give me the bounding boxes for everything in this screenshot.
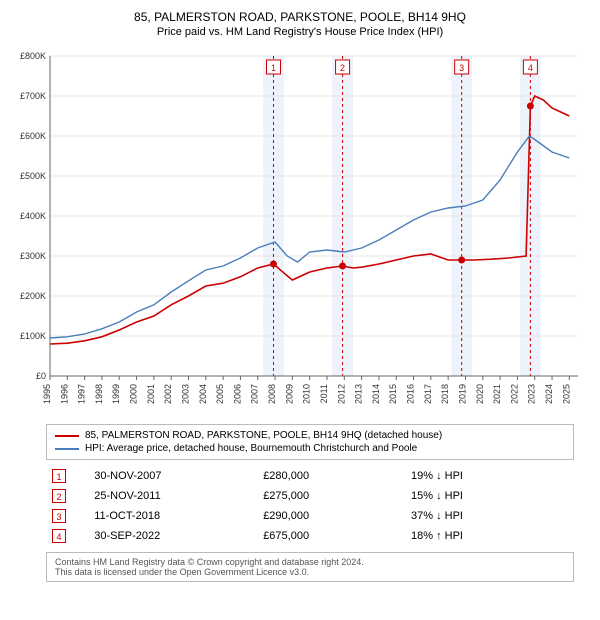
events-table: 1 30-NOV-2007£280,00019% ↓ HPI 2 25-NOV-201…: [46, 466, 574, 546]
price-chart: £0 £100K £200K £300K £400K £500K £600K £700K £80…: [8, 46, 592, 416]
page-subtitle: Price paid vs. HM Land Registry's House …: [8, 26, 592, 38]
y-tick-label: £600K: [20, 131, 46, 141]
x-tick-label: 2006: [232, 384, 242, 404]
x-tick-label: 2024: [544, 384, 554, 404]
footnote-line-1: Contains HM Land Registry data © Crown c…: [55, 557, 565, 567]
footnote-line-2: This data is licensed under the Open Gov…: [55, 567, 565, 577]
x-tick-label: 2009: [284, 384, 294, 404]
event-price: £275,000: [257, 486, 405, 506]
x-tick-label: 2012: [336, 384, 346, 404]
y-tick-label: £0: [36, 371, 46, 381]
x-tick-label: 2013: [354, 384, 364, 404]
event-marker-number: 2: [340, 63, 345, 73]
series-marker: [270, 261, 277, 268]
event-row: 4 30-SEP-2022£675,00018% ↑ HPI: [46, 526, 574, 546]
event-delta: 19% ↓ HPI: [405, 466, 574, 486]
y-tick-label: £100K: [20, 331, 46, 341]
x-tick-label: 2020: [475, 384, 485, 404]
x-tick-label: 2018: [440, 384, 450, 404]
x-tick-label: 2017: [423, 384, 433, 404]
event-marker: 4: [52, 529, 66, 543]
x-tick-label: 2007: [250, 384, 260, 404]
event-delta: 37% ↓ HPI: [405, 506, 574, 526]
x-tick-label: 1998: [94, 384, 104, 404]
event-date: 11-OCT-2018: [88, 506, 257, 526]
legend-label: 85, PALMERSTON ROAD, PARKSTONE, POOLE, B…: [85, 430, 442, 441]
event-marker-number: 4: [528, 63, 533, 73]
event-row: 2 25-NOV-2011£275,00015% ↓ HPI: [46, 486, 574, 506]
event-date: 25-NOV-2011: [88, 486, 257, 506]
event-row: 3 11-OCT-2018£290,00037% ↓ HPI: [46, 506, 574, 526]
event-marker: 1: [52, 469, 66, 483]
legend-row: HPI: Average price, detached house, Bour…: [55, 442, 565, 455]
x-tick-label: 2019: [457, 384, 467, 404]
x-tick-label: 2016: [406, 384, 416, 404]
event-marker-number: 3: [459, 63, 464, 73]
legend: 85, PALMERSTON ROAD, PARKSTONE, POOLE, B…: [46, 424, 574, 460]
legend-row: 85, PALMERSTON ROAD, PARKSTONE, POOLE, B…: [55, 429, 565, 442]
event-marker-number: 1: [271, 63, 276, 73]
event-price: £290,000: [257, 506, 405, 526]
x-tick-label: 2015: [388, 384, 398, 404]
y-tick-label: £200K: [20, 291, 46, 301]
event-row: 1 30-NOV-2007£280,00019% ↓ HPI: [46, 466, 574, 486]
event-delta: 18% ↑ HPI: [405, 526, 574, 546]
x-tick-label: 2008: [267, 384, 277, 404]
x-tick-label: 1995: [42, 384, 52, 404]
x-tick-label: 2004: [198, 384, 208, 404]
y-tick-label: £400K: [20, 211, 46, 221]
y-tick-label: £500K: [20, 171, 46, 181]
x-tick-label: 2023: [527, 384, 537, 404]
event-price: £280,000: [257, 466, 405, 486]
footnote: Contains HM Land Registry data © Crown c…: [46, 552, 574, 582]
legend-swatch: [55, 435, 79, 437]
x-tick-label: 2011: [319, 384, 329, 403]
page-title: 85, PALMERSTON ROAD, PARKSTONE, POOLE, B…: [8, 10, 592, 24]
x-tick-label: 1997: [77, 384, 87, 404]
x-tick-label: 2003: [180, 384, 190, 404]
event-price: £675,000: [257, 526, 405, 546]
series-property: [50, 96, 569, 344]
x-tick-label: 2022: [509, 384, 519, 404]
x-tick-label: 2025: [561, 384, 571, 404]
x-tick-label: 1999: [111, 384, 121, 404]
x-tick-label: 1996: [59, 384, 69, 404]
event-marker: 2: [52, 489, 66, 503]
event-date: 30-SEP-2022: [88, 526, 257, 546]
x-tick-label: 2010: [302, 384, 312, 404]
x-tick-label: 2014: [371, 384, 381, 404]
chart-svg: £0 £100K £200K £300K £400K £500K £600K £700K £80…: [8, 46, 592, 416]
x-tick-label: 2005: [215, 384, 225, 404]
event-delta: 15% ↓ HPI: [405, 486, 574, 506]
event-date: 30-NOV-2007: [88, 466, 257, 486]
series-hpi: [50, 136, 569, 338]
x-tick-label: 2021: [492, 384, 502, 404]
legend-swatch: [55, 448, 79, 450]
series-marker: [339, 263, 346, 270]
y-tick-label: £800K: [20, 51, 46, 61]
x-tick-label: 2002: [163, 384, 173, 404]
series-marker: [527, 103, 534, 110]
y-tick-label: £700K: [20, 91, 46, 101]
x-tick-label: 2000: [129, 384, 139, 404]
series-marker: [458, 257, 465, 264]
x-tick-label: 2001: [146, 384, 156, 404]
event-marker: 3: [52, 509, 66, 523]
legend-label: HPI: Average price, detached house, Bour…: [85, 443, 417, 454]
y-tick-label: £300K: [20, 251, 46, 261]
